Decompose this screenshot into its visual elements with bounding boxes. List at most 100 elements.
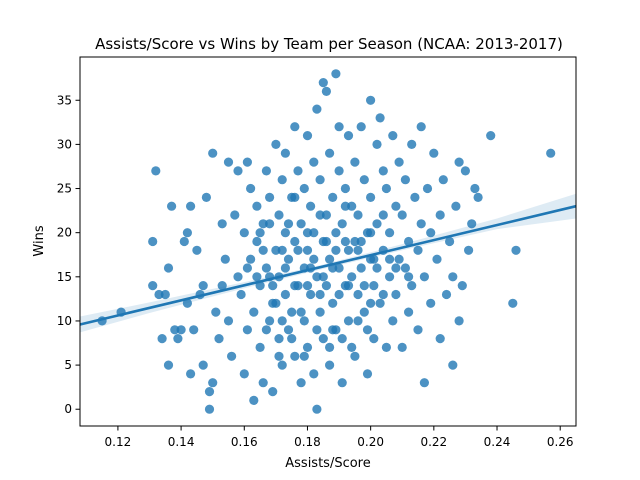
data-point bbox=[179, 236, 189, 247]
x-tick-label: 0.22 bbox=[420, 435, 447, 449]
data-point bbox=[255, 342, 265, 352]
data-point bbox=[429, 148, 439, 158]
data-point bbox=[337, 219, 347, 229]
data-point bbox=[356, 236, 366, 247]
data-point bbox=[337, 334, 347, 344]
y-tick-label: 0 bbox=[64, 402, 72, 416]
data-point bbox=[271, 245, 281, 255]
data-point bbox=[204, 404, 215, 414]
data-point bbox=[217, 219, 227, 229]
data-point bbox=[353, 289, 363, 300]
data-point bbox=[167, 201, 177, 211]
data-point bbox=[353, 210, 363, 220]
data-point bbox=[268, 281, 278, 291]
regression-line bbox=[79, 204, 577, 326]
data-point bbox=[274, 351, 284, 361]
data-point bbox=[296, 219, 306, 229]
data-point bbox=[356, 263, 366, 273]
data-point bbox=[277, 360, 287, 370]
data-point bbox=[343, 281, 354, 291]
data-point bbox=[242, 263, 252, 273]
data-point bbox=[233, 272, 243, 282]
data-point bbox=[385, 228, 395, 238]
data-point bbox=[328, 298, 338, 308]
data-point bbox=[359, 175, 369, 185]
x-tick-label: 0.16 bbox=[231, 435, 258, 449]
data-point bbox=[223, 316, 234, 326]
data-point bbox=[198, 360, 208, 370]
data-point bbox=[211, 307, 221, 317]
data-point bbox=[369, 334, 379, 344]
data-point bbox=[290, 192, 300, 202]
data-point bbox=[309, 254, 319, 264]
data-point bbox=[283, 254, 294, 264]
data-point bbox=[454, 157, 464, 167]
data-point bbox=[223, 157, 234, 167]
data-point bbox=[315, 289, 325, 300]
data-point bbox=[426, 298, 436, 308]
data-point bbox=[309, 228, 319, 238]
y-axis-label: Wins bbox=[32, 225, 47, 256]
data-point bbox=[397, 342, 407, 352]
data-point bbox=[299, 316, 309, 326]
x-axis-ticks: 0.12 0.14 0.16 0.18 0.20 0.22 0.24 0.26 bbox=[105, 426, 574, 449]
data-point bbox=[347, 342, 357, 352]
data-point bbox=[252, 201, 262, 211]
data-point bbox=[372, 219, 382, 229]
data-point bbox=[287, 307, 297, 317]
data-point bbox=[261, 325, 271, 335]
data-point bbox=[378, 289, 388, 300]
data-point bbox=[400, 175, 410, 185]
data-point bbox=[410, 192, 420, 202]
data-point bbox=[312, 325, 322, 335]
data-point bbox=[312, 404, 322, 414]
data-point bbox=[334, 263, 344, 273]
data-point bbox=[486, 131, 496, 141]
data-point bbox=[397, 210, 407, 220]
data-point bbox=[182, 298, 192, 308]
data-point bbox=[457, 281, 467, 291]
data-point bbox=[359, 307, 369, 317]
data-point bbox=[388, 131, 398, 141]
data-point bbox=[331, 245, 341, 255]
data-point bbox=[315, 307, 325, 317]
data-point bbox=[394, 254, 404, 264]
data-point bbox=[343, 316, 354, 326]
data-point bbox=[271, 139, 281, 149]
data-point bbox=[385, 254, 395, 264]
data-point bbox=[309, 369, 319, 379]
data-point bbox=[413, 325, 423, 335]
data-point bbox=[432, 254, 442, 264]
y-tick-label: 20 bbox=[57, 226, 72, 240]
data-point bbox=[293, 166, 303, 176]
data-point bbox=[217, 281, 227, 291]
data-point bbox=[163, 360, 174, 370]
data-point bbox=[290, 281, 300, 291]
data-point bbox=[201, 192, 211, 202]
data-point bbox=[448, 272, 458, 282]
data-point bbox=[255, 228, 265, 238]
data-point bbox=[318, 334, 328, 344]
data-point bbox=[296, 378, 306, 388]
data-point bbox=[340, 236, 350, 247]
x-tick-label: 0.24 bbox=[484, 435, 511, 449]
data-point bbox=[274, 210, 284, 220]
data-point bbox=[394, 157, 404, 167]
data-point bbox=[258, 245, 268, 255]
data-point bbox=[151, 166, 161, 176]
data-point bbox=[353, 316, 363, 326]
data-point bbox=[148, 236, 158, 247]
x-tick-label: 0.26 bbox=[547, 435, 574, 449]
data-point bbox=[265, 192, 275, 202]
data-point bbox=[337, 378, 347, 388]
data-point bbox=[362, 325, 373, 335]
y-tick-label: 30 bbox=[57, 137, 72, 151]
data-point bbox=[160, 289, 170, 300]
data-point bbox=[325, 360, 335, 370]
data-point bbox=[290, 122, 300, 132]
data-point bbox=[302, 245, 313, 255]
data-point bbox=[388, 316, 398, 326]
data-point bbox=[239, 369, 249, 379]
data-point bbox=[176, 325, 186, 335]
data-point bbox=[404, 307, 414, 317]
